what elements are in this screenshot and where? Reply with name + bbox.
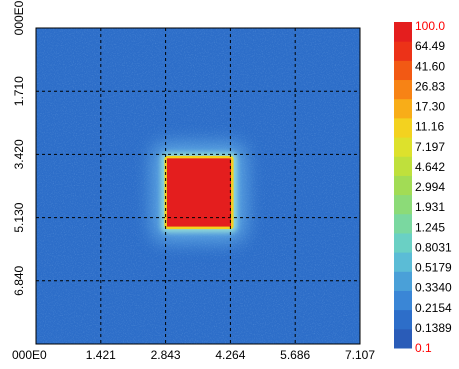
colorbar-swatch bbox=[394, 271, 412, 291]
colorbar-label: 0.2154 bbox=[415, 301, 452, 315]
colorbar-swatch bbox=[394, 98, 412, 119]
colorbar-label: 17.30 bbox=[415, 100, 445, 114]
colorbar-label: 41.60 bbox=[415, 59, 445, 73]
x-axis-ticks: 000E0 1.421 2.843 4.264 5.686 7.107 bbox=[12, 348, 375, 362]
colorbar-label: 100.0 bbox=[415, 19, 445, 33]
y-tick-label: 1.710 bbox=[12, 76, 26, 106]
x-tick-label: 7.107 bbox=[345, 348, 375, 362]
plot-area bbox=[36, 28, 360, 344]
colorbar-swatch bbox=[394, 175, 412, 196]
y-tick-label: 6.840 bbox=[12, 265, 26, 295]
grid-lines bbox=[35, 27, 361, 345]
colorbar-swatch bbox=[394, 252, 412, 272]
colorbar-label: 64.49 bbox=[415, 39, 445, 53]
colorbar-swatch bbox=[394, 194, 412, 215]
colorbar-swatch bbox=[394, 79, 412, 100]
colorbar-label: 0.5179 bbox=[415, 261, 452, 275]
x-tick-label: 4.264 bbox=[215, 348, 245, 362]
colorbar-swatch bbox=[394, 117, 412, 138]
colorbar-label: 11.16 bbox=[415, 120, 444, 134]
colorbar-label: 7.197 bbox=[415, 140, 445, 154]
colorbar: 100.0 64.49 41.60 26.83 17.30 11.16 7.197 4.642… bbox=[394, 19, 452, 355]
plot-border bbox=[35, 27, 361, 345]
colorbar-label: 1.245 bbox=[415, 220, 445, 234]
colorbar-swatch bbox=[394, 290, 412, 311]
colorbar-label: 0.1 bbox=[415, 341, 432, 355]
colorbar-swatch bbox=[394, 22, 412, 42]
x-tick-label: 1.421 bbox=[86, 348, 116, 362]
colorbar-swatch bbox=[394, 60, 412, 81]
colorbar-label: 0.8031 bbox=[415, 240, 452, 254]
colorbar-swatch bbox=[394, 309, 412, 330]
y-axis-ticks: 000E0 1.710 3.420 5.130 6.840 bbox=[12, 0, 26, 295]
x-tick-label: 2.843 bbox=[151, 348, 181, 362]
colorbar-label: 1.931 bbox=[415, 200, 445, 214]
colorbar-swatch bbox=[394, 232, 412, 253]
x-tick-label: 5.686 bbox=[280, 348, 310, 362]
y-tick-label: 000E0 bbox=[12, 0, 26, 35]
colorbar-swatch bbox=[394, 41, 412, 61]
colorbar-label: 2.994 bbox=[415, 180, 445, 194]
colorbar-swatch bbox=[394, 137, 412, 157]
y-tick-label: 3.420 bbox=[12, 139, 26, 169]
colorbar-label: 26.83 bbox=[415, 79, 445, 93]
colorbar-label: 0.1389 bbox=[415, 321, 452, 335]
colorbar-swatch bbox=[394, 156, 412, 176]
colorbar-swatch bbox=[394, 213, 412, 234]
colorbar-label: 0.3340 bbox=[415, 281, 452, 295]
heatmap-hot-region bbox=[166, 158, 232, 227]
y-tick-label: 5.130 bbox=[12, 202, 26, 232]
x-tick-label: 000E0 bbox=[12, 348, 47, 362]
colorbar-swatch bbox=[394, 328, 412, 349]
colorbar-label: 4.642 bbox=[415, 160, 445, 174]
